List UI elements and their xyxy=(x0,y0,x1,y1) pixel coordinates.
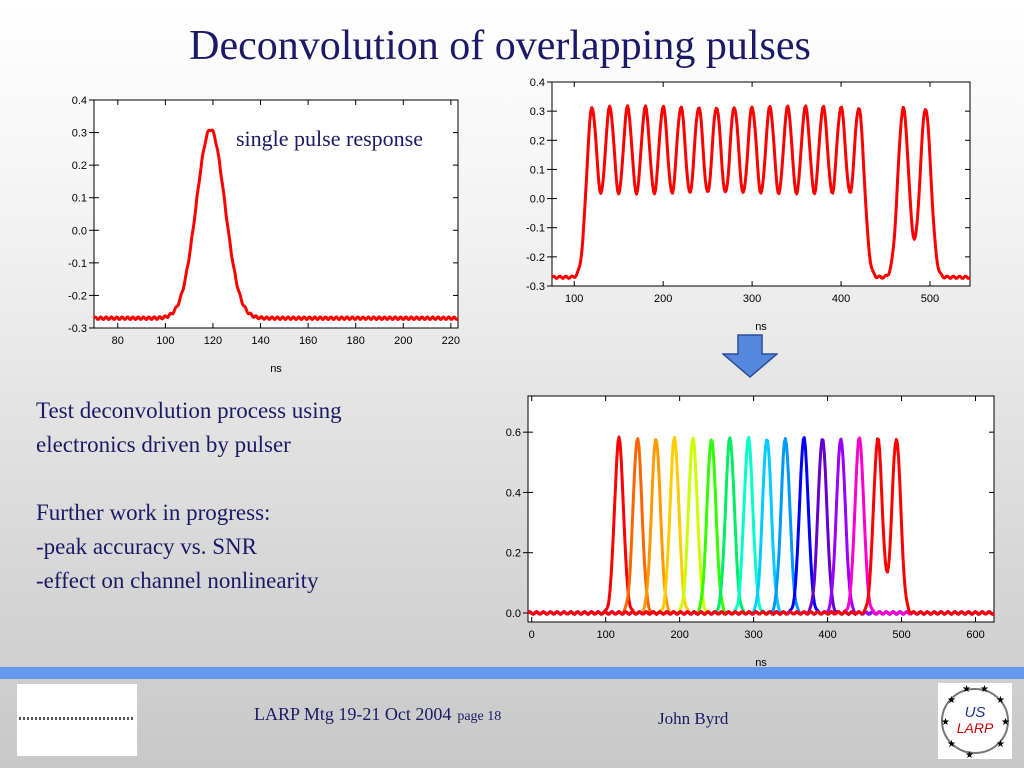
x-tick-label: 500 xyxy=(892,629,910,641)
y-tick-label: 0.4 xyxy=(506,487,521,499)
y-tick-label: -0.3 xyxy=(68,323,87,335)
chart-svg: -0.3 -0.2 -0.1 0.0 0.1 0.2 0.3 0.4 100 200 300 400 5… xyxy=(526,77,971,333)
x-tick-label: 300 xyxy=(744,629,762,641)
series-line xyxy=(526,437,995,616)
y-tick-label: 0.1 xyxy=(72,193,87,205)
y-tick-label: 0.4 xyxy=(530,77,545,89)
x-tick-label: 600 xyxy=(966,629,984,641)
body-line: Further work in progress: xyxy=(36,500,271,525)
body-line: -peak accuracy vs. SNR xyxy=(36,534,257,559)
plot-frame xyxy=(93,99,459,329)
series-line xyxy=(92,128,460,321)
svg-text:★: ★ xyxy=(965,750,974,759)
single-pulse-chart: -0.3 -0.2 -0.1 0.0 0.1 0.2 0.3 0.4 80 100 120 140 16… xyxy=(62,92,462,375)
y-tick-label: 0.0 xyxy=(72,225,87,237)
x-tick-label: 200 xyxy=(670,629,688,641)
y-tick-label: 0.4 xyxy=(72,95,87,107)
x-tick-label: 180 xyxy=(347,335,365,347)
y-tick-label: 0.2 xyxy=(530,135,545,147)
overlapping-pulses-chart: -0.3 -0.2 -0.1 0.0 0.1 0.2 0.3 0.4 100 200 300 400 5… xyxy=(520,74,980,336)
svg-text:★: ★ xyxy=(947,739,956,750)
logo-text-larp: LARP xyxy=(957,720,994,736)
x-tick-label: 120 xyxy=(204,335,222,347)
chart-svg: 0.0 0.2 0.4 0.6 0 100 200 300 400 500 600 ns xyxy=(506,395,995,669)
svg-text:★: ★ xyxy=(947,695,956,706)
x-tick-label: 80 xyxy=(112,335,124,347)
svg-text:★: ★ xyxy=(962,684,971,695)
deconvolved-pulses-chart: 0.0 0.2 0.4 0.6 0 100 200 300 400 500 600 ns xyxy=(492,388,1000,670)
svg-text:★: ★ xyxy=(980,684,989,695)
y-tick-label: -0.2 xyxy=(526,252,545,264)
single-pulse-annotation: single pulse response xyxy=(236,126,423,151)
y-tick-label: 0.3 xyxy=(530,106,545,118)
x-tick-label: 100 xyxy=(565,293,583,305)
y-tick-label: 0.0 xyxy=(530,194,545,206)
x-tick-label: 400 xyxy=(832,293,850,305)
x-tick-label: 220 xyxy=(442,335,460,347)
x-axis-label: ns xyxy=(270,363,282,375)
slide-title: Deconvolution of overlapping pulses xyxy=(189,23,811,69)
x-tick-label: 500 xyxy=(921,293,939,305)
footer-thumbnail xyxy=(16,683,138,757)
y-tick-label: 0.2 xyxy=(72,160,87,172)
y-tick-label: -0.1 xyxy=(68,258,87,270)
x-axis-label: ns xyxy=(755,657,767,669)
footer-meeting: LARP Mtg 19-21 Oct 2004 page 18 xyxy=(254,704,501,725)
body-line xyxy=(36,462,342,496)
x-tick-label: 140 xyxy=(251,335,269,347)
y-tick-label: -0.2 xyxy=(68,290,87,302)
us-larp-logo: ★ ★ ★ ★ ★ ★ ★ ★ ★ US LARP xyxy=(938,683,1012,761)
chart-svg: -0.3 -0.2 -0.1 0.0 0.1 0.2 0.3 0.4 80 100 120 140 16… xyxy=(68,95,460,375)
y-tick-label: 0.0 xyxy=(506,608,521,620)
x-tick-label: 200 xyxy=(394,335,412,347)
plot-frame xyxy=(551,81,971,287)
svg-text:★: ★ xyxy=(996,695,1005,706)
footer-author: John Byrd xyxy=(658,709,729,728)
x-tick-label: 160 xyxy=(299,335,317,347)
down-arrow-icon xyxy=(722,334,778,378)
meeting-label: LARP Mtg 19-21 Oct 2004 xyxy=(254,704,452,724)
x-tick-label: 100 xyxy=(156,335,174,347)
svg-text:★: ★ xyxy=(996,739,1005,750)
footer-bar xyxy=(0,667,1024,679)
body-line: Test deconvolution process using xyxy=(36,398,342,423)
y-tick-label: 0.2 xyxy=(506,548,521,560)
y-tick-label: -0.1 xyxy=(526,223,545,235)
body-text: Test deconvolution process using electro… xyxy=(36,394,342,598)
series-line xyxy=(550,104,971,280)
thumbnail-fine-print xyxy=(19,717,135,720)
logo-text-us: US xyxy=(965,704,986,721)
x-tick-label: 400 xyxy=(818,629,836,641)
y-tick-label: 0.6 xyxy=(506,427,521,439)
body-line: -effect on channel nonlinearity xyxy=(36,568,319,593)
page-number: page 18 xyxy=(457,709,502,724)
x-tick-label: 200 xyxy=(654,293,672,305)
x-tick-label: 300 xyxy=(743,293,761,305)
body-line: electronics driven by pulser xyxy=(36,432,291,457)
y-tick-label: 0.1 xyxy=(530,164,545,176)
x-axis-label: ns xyxy=(755,321,767,333)
x-tick-label: 100 xyxy=(596,629,614,641)
y-tick-label: -0.3 xyxy=(526,281,545,293)
x-tick-label: 0 xyxy=(529,629,535,641)
svg-text:★: ★ xyxy=(1001,717,1010,728)
svg-text:★: ★ xyxy=(941,717,950,728)
y-tick-label: 0.3 xyxy=(72,128,87,140)
